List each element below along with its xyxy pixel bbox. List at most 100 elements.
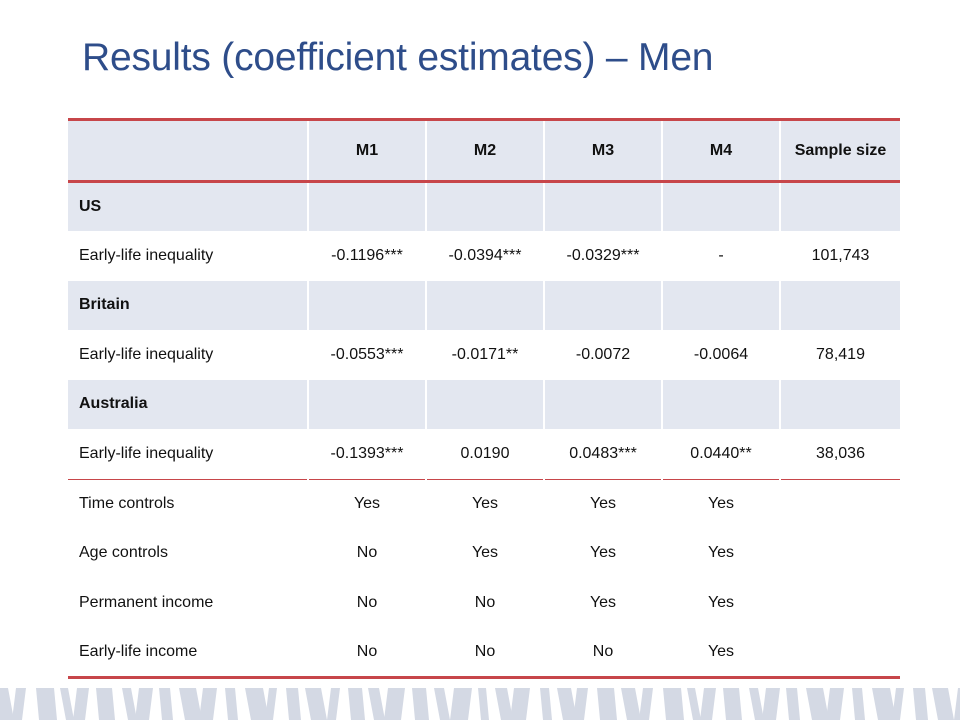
stripe: [122, 688, 137, 720]
table-cell: -0.0072: [544, 330, 663, 380]
table-cell: Yes: [308, 478, 427, 529]
stripe: [265, 688, 277, 720]
table-header-row: M1 M2 M3 M4 Sample size: [68, 119, 900, 182]
row-label: US: [68, 181, 309, 232]
header-cell-m2: M2: [426, 119, 545, 182]
stripe: [0, 688, 14, 720]
table-cell: No: [426, 578, 545, 628]
table-cell: [308, 280, 427, 331]
stripe: [412, 688, 429, 720]
stripe: [852, 688, 865, 720]
table-cell: [426, 379, 545, 430]
table-cell: [544, 280, 663, 331]
stripe: [348, 688, 365, 720]
stripe: [12, 688, 26, 720]
stripe: [826, 688, 844, 720]
table-cell: [780, 529, 900, 579]
table-cell: [780, 578, 900, 628]
table-cell: 101,743: [811, 247, 870, 265]
table-row: Time controls Yes Yes Yes Yes: [68, 478, 900, 529]
stripe: [621, 688, 641, 720]
stripe: [434, 688, 450, 720]
row-label: Age controls: [68, 528, 309, 579]
stripe: [557, 688, 577, 720]
stripe: [663, 688, 684, 720]
table-row-britain: Britain: [68, 280, 900, 331]
stripe: [96, 688, 115, 720]
stripe-pattern: [0, 688, 960, 720]
table-row: Age controls No Yes Yes Yes: [68, 528, 900, 579]
stripe: [639, 688, 653, 720]
stripe: [597, 688, 617, 720]
table-cell: Yes: [544, 528, 663, 579]
row-label: Early-life inequality: [68, 231, 309, 281]
table-cell: 0.0483***: [544, 429, 663, 480]
table-cell: Yes: [662, 528, 781, 579]
header-cell-empty: [68, 119, 309, 182]
slide-title: Results (coefficient estimates) – Men: [82, 36, 714, 79]
table-cell: -: [662, 231, 781, 281]
header-cell-m1: M1: [308, 119, 427, 182]
header-cell-sample-size: Sample size: [794, 141, 887, 159]
table-cell: No: [308, 528, 427, 579]
table-cell: [544, 181, 663, 232]
table-row: Early-life income No No No Yes: [68, 627, 900, 679]
stripe: [450, 688, 472, 720]
row-label: Early-life income: [68, 627, 309, 679]
table-row: Early-life inequality -0.0553*** -0.0171…: [68, 330, 900, 380]
stripe: [700, 688, 716, 720]
stripe: [60, 688, 74, 720]
stripe: [872, 688, 896, 720]
table-cell: Yes: [662, 478, 781, 529]
table-cell: -0.1393***: [308, 429, 427, 480]
row-label: Australia: [68, 379, 309, 430]
table-cell: -0.0553***: [308, 330, 427, 380]
table-cell: [308, 181, 427, 232]
table-row: Early-life inequality -0.1196*** -0.0394…: [68, 231, 900, 281]
stripe: [225, 688, 238, 720]
table-cell: 78,419: [816, 346, 865, 364]
row-label: Early-life inequality: [68, 429, 309, 480]
table-cell: Yes: [662, 578, 781, 628]
table-cell: No: [308, 627, 427, 679]
stripe: [786, 688, 800, 720]
table-cell: 38,036: [816, 445, 865, 463]
table-cell: [662, 379, 781, 430]
table-cell: [780, 181, 900, 232]
stripe: [305, 688, 327, 720]
table-cell: -0.1196***: [308, 231, 427, 281]
stripe: [179, 688, 202, 720]
table-cell: [780, 478, 900, 529]
stripe: [495, 688, 513, 720]
table-cell: Yes: [662, 627, 781, 679]
header-cell-m4: M4: [662, 119, 781, 182]
stripe: [384, 688, 405, 720]
footer-stripe-decoration: [0, 688, 960, 720]
table-cell: Yes: [426, 478, 545, 529]
header-cell-m3: M3: [544, 119, 663, 182]
stripe: [159, 688, 173, 720]
table-row: Permanent income No No Yes Yes: [68, 578, 900, 628]
table-cell: No: [544, 627, 663, 679]
stripe: [687, 688, 701, 720]
table-cell: [662, 280, 781, 331]
stripe: [73, 688, 89, 720]
table-cell: 0.0190: [426, 429, 545, 480]
stripe: [913, 688, 928, 720]
table-cell: No: [426, 627, 545, 679]
table-cell: [780, 379, 900, 430]
stripe: [199, 688, 217, 720]
stripe: [478, 688, 489, 720]
table-cell: [662, 181, 781, 232]
stripe: [932, 688, 954, 720]
stripe: [368, 688, 385, 720]
results-table: M1 M2 M3 M4 Sample size US Early-life in…: [68, 118, 900, 679]
table-cell: -0.0394***: [426, 231, 545, 281]
stripe: [245, 688, 269, 720]
table-cell: [426, 181, 545, 232]
stripe: [749, 688, 764, 720]
table-cell: [780, 280, 900, 331]
row-label: Britain: [68, 280, 309, 331]
stripe: [510, 688, 530, 720]
stripe: [36, 688, 57, 720]
